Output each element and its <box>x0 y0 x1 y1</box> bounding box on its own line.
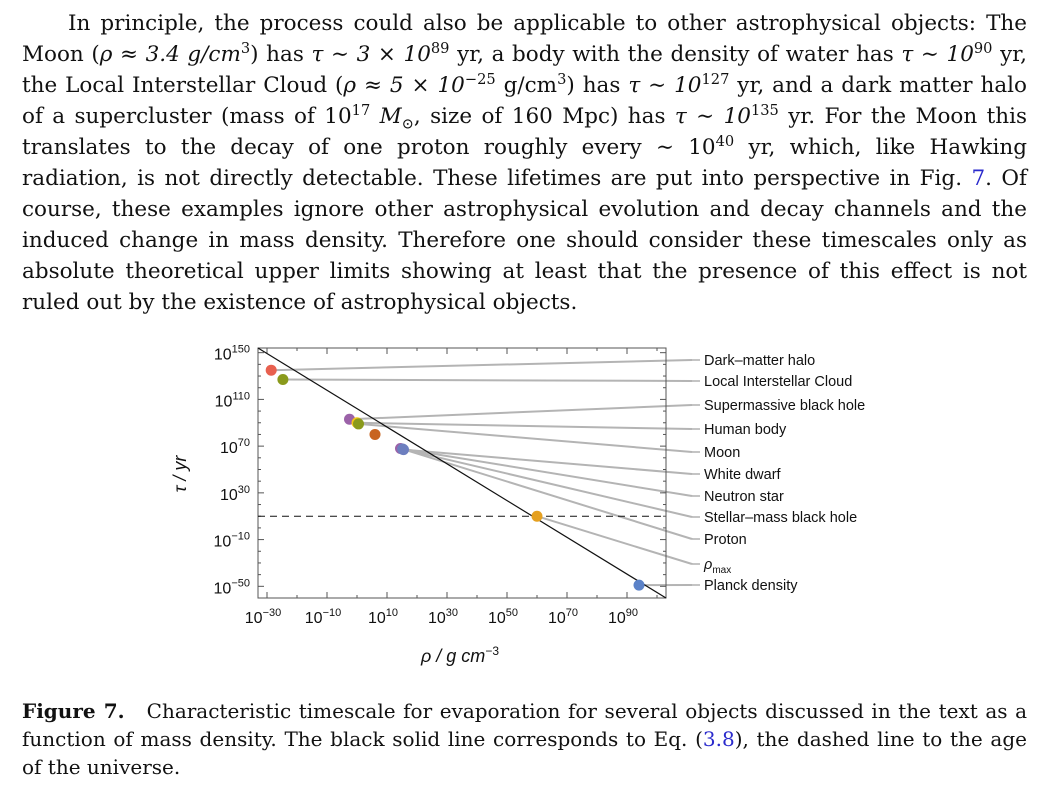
data-point <box>397 443 409 455</box>
legend-connector <box>356 421 693 430</box>
legend-connector <box>402 448 693 518</box>
x-tick-label: 1050 <box>488 607 518 627</box>
x-tick-label: 1090 <box>608 607 638 627</box>
figure-caption: Figure 7. Characteristic timescale for ev… <box>22 699 1027 779</box>
legend-connector <box>402 448 693 540</box>
x-tick-label: 1070 <box>548 607 578 627</box>
evaporation-timescale-line <box>257 347 667 599</box>
x-axis-label: ρ / g cm−3 <box>420 644 499 666</box>
data-point <box>277 374 289 386</box>
legend-label: Dark–matter halo <box>704 353 815 369</box>
data-point <box>265 364 277 376</box>
legend-connector <box>400 447 693 497</box>
equation-link[interactable]: 3.8 <box>702 727 735 751</box>
y-tick-label: 10150 <box>214 344 250 364</box>
y-tick-label: 10−50 <box>214 577 250 597</box>
legend-connector <box>282 378 693 382</box>
legend-connector <box>271 359 693 372</box>
plot-frame <box>257 347 667 599</box>
timescale-chart: Dark–matter halo Local Interstellar Cloud… <box>170 344 865 666</box>
x-tick-label: 10−10 <box>305 607 341 627</box>
legend-label: ρmax <box>703 557 731 576</box>
x-tick-label: 10−30 <box>245 607 281 627</box>
y-axis-label: τ / yr <box>170 455 190 493</box>
legend-label: Neutron star <box>704 489 784 505</box>
legend-label: White dwarf <box>704 467 782 483</box>
legend-label: Human body <box>704 422 787 438</box>
legend-connector <box>403 448 693 475</box>
legend-label: Supermassive black hole <box>704 398 865 414</box>
y-tick-label: 10−10 <box>214 531 250 551</box>
figure-7-link[interactable]: 7 <box>971 166 986 191</box>
data-point <box>353 418 364 430</box>
legend-connector <box>358 422 693 453</box>
legend-label: Planck density <box>704 578 798 594</box>
legend-connector <box>349 404 693 421</box>
x-tick-label: 1010 <box>368 607 398 627</box>
y-tick-label: 1030 <box>220 484 250 504</box>
x-tick-label: 1030 <box>428 607 458 627</box>
legend-connector <box>536 515 693 565</box>
data-point <box>633 579 645 591</box>
data-point <box>531 510 543 522</box>
data-point <box>369 428 381 440</box>
legend-label: Proton <box>704 532 747 548</box>
legend-label: Stellar–mass black hole <box>704 510 857 526</box>
body-paragraph: In principle, the process could also be … <box>22 11 1027 315</box>
y-tick-label: 10110 <box>215 390 250 410</box>
legend-label: Local Interstellar Cloud <box>704 374 852 390</box>
y-tick-label: 1070 <box>220 437 250 457</box>
legend-label: Moon <box>704 445 740 461</box>
caption-label: Figure 7. <box>22 699 125 723</box>
